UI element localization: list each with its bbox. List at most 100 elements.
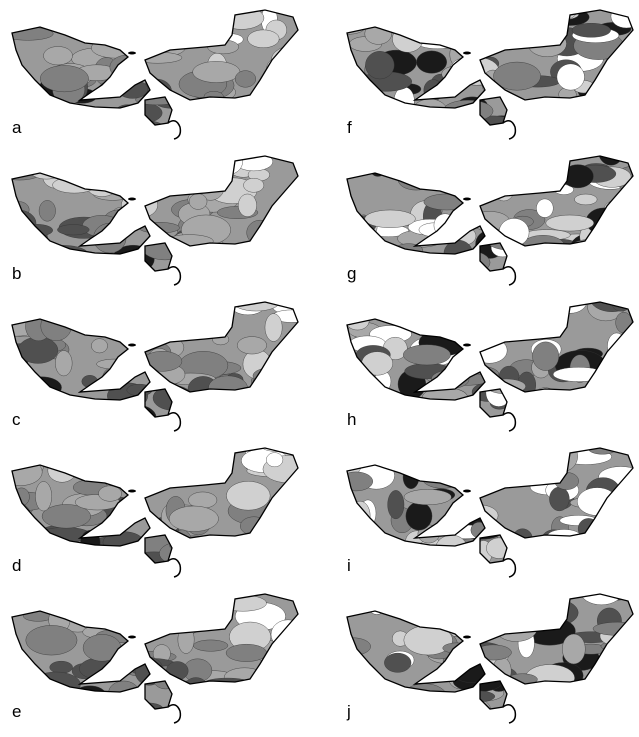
- map-blob: [133, 52, 182, 63]
- map-blob: [26, 592, 68, 606]
- map-blob: [543, 584, 566, 611]
- map-blob: [339, 97, 378, 121]
- map-blob: [248, 30, 280, 48]
- map-blob: [224, 668, 265, 687]
- map-blob: [1, 646, 21, 668]
- map-blob: [247, 220, 274, 245]
- map-blob: [521, 235, 564, 257]
- map-blob: [589, 282, 634, 312]
- map-blob: [459, 698, 491, 726]
- map-blob: [30, 162, 63, 180]
- map-blob: [447, 13, 477, 34]
- map-blob: [122, 15, 157, 36]
- map-blob: [193, 61, 240, 82]
- map-blob: [540, 266, 573, 282]
- map-blob: [523, 24, 568, 37]
- map-blob: [475, 12, 496, 25]
- map-blob: [347, 393, 397, 410]
- map-blob: [449, 548, 474, 562]
- map-blob: [73, 293, 104, 310]
- map-blob: [443, 100, 493, 122]
- map-panel: [0, 146, 313, 285]
- map-blob: [604, 556, 639, 572]
- map-blob: [368, 586, 405, 610]
- map-blob: [333, 438, 373, 463]
- map-blob: [501, 594, 530, 616]
- map-blob: [50, 661, 73, 673]
- map-blob: [545, 102, 574, 121]
- map-blob: [444, 589, 494, 617]
- map-river: [503, 413, 515, 431]
- map-blob: [572, 239, 617, 252]
- map-blob: [193, 640, 227, 651]
- map-blob: [462, 23, 497, 52]
- map-blob: [43, 46, 72, 64]
- panel-label: b: [12, 264, 21, 283]
- map-blob: [333, 663, 364, 686]
- map-blob: [362, 676, 386, 699]
- map-blob: [81, 114, 120, 141]
- map-blob: [392, 25, 423, 52]
- map-blob: [417, 51, 447, 73]
- map-blob: [6, 503, 31, 532]
- map-blob: [366, 586, 388, 614]
- map-islet: [128, 636, 136, 639]
- map-blob: [0, 165, 41, 180]
- map-blob: [440, 463, 460, 475]
- map-blob: [271, 97, 308, 114]
- map-blob: [339, 472, 373, 491]
- map-river: [503, 121, 515, 139]
- map-blob: [199, 112, 236, 138]
- map-blob: [145, 457, 184, 467]
- map-blob: [442, 461, 472, 480]
- map-blob: [415, 442, 437, 454]
- map-blob: [40, 4, 79, 25]
- map-blob: [261, 440, 295, 451]
- map-blob: [199, 103, 223, 132]
- map-panel: [333, 577, 639, 726]
- map-figure: abcdefghij: [0, 0, 639, 737]
- map-blob: [580, 577, 623, 605]
- map-blob: [431, 370, 469, 389]
- map-blob: [425, 156, 456, 185]
- map-blob: [585, 680, 615, 708]
- map-blob: [207, 603, 230, 617]
- map-blob: [133, 174, 177, 190]
- map-blob: [11, 16, 31, 28]
- map-blob: [241, 540, 269, 563]
- map-blob: [271, 620, 305, 649]
- map-blob: [141, 602, 179, 629]
- map-blob: [433, 111, 476, 127]
- map-blob: [562, 583, 579, 596]
- map-blob: [79, 596, 121, 624]
- map-blob: [555, 472, 579, 489]
- panel-label: g: [347, 264, 356, 283]
- map-blob: [199, 400, 250, 428]
- map-blob: [348, 104, 396, 128]
- map-shading: [333, 438, 639, 577]
- map-blob: [599, 374, 639, 391]
- map-blob: [31, 672, 80, 697]
- map-blob: [40, 65, 88, 91]
- map-islet: [128, 490, 136, 493]
- map-blob: [525, 163, 564, 176]
- map-blob: [284, 556, 316, 578]
- map-islet: [128, 198, 136, 201]
- map-blob: [564, 689, 599, 708]
- map-blob: [461, 691, 494, 702]
- map-blob: [106, 404, 156, 432]
- map-blob: [278, 197, 313, 224]
- map-blob: [199, 249, 240, 276]
- panel-label: f: [347, 118, 352, 137]
- map-blob: [451, 306, 477, 331]
- map-blob: [546, 607, 567, 618]
- map-blob: [106, 306, 130, 323]
- map-blob: [549, 441, 577, 471]
- map-blob: [197, 26, 221, 43]
- map-blob: [80, 552, 105, 580]
- map-blob: [251, 529, 286, 540]
- map-blob: [536, 199, 553, 218]
- map-river: [503, 705, 515, 723]
- map-islet: [463, 344, 471, 347]
- map-blob: [93, 223, 126, 253]
